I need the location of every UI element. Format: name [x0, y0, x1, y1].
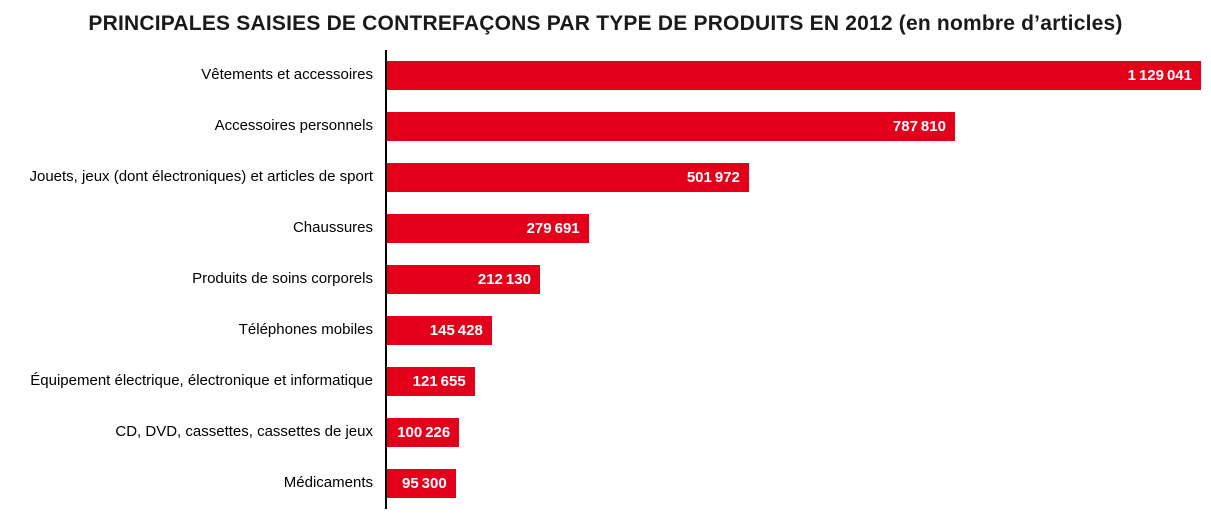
bar-area: 100 226 — [385, 407, 1211, 458]
category-label: CD, DVD, cassettes, cassettes de jeux — [115, 423, 373, 441]
bar-area: 787 810 — [385, 101, 1211, 152]
bar-row: Accessoires personnels 787 810 — [0, 101, 1211, 152]
value-label: 279 691 — [526, 220, 580, 237]
bar-area: 501 972 — [385, 152, 1211, 203]
bar-row: Téléphones mobiles 145 428 — [0, 305, 1211, 356]
chart-title: PRINCIPALES SAISIES DE CONTREFAÇONS PAR … — [88, 12, 1123, 35]
bar: 501 972 — [387, 163, 749, 192]
bar: 1 129 041 — [387, 61, 1201, 90]
bar-row: Chaussures 279 691 — [0, 203, 1211, 254]
category-label: Chaussures — [292, 219, 373, 237]
bar: 279 691 — [387, 214, 589, 243]
bar-row: Équipement électrique, électronique et i… — [0, 356, 1211, 407]
value-label: 1 129 041 — [1127, 67, 1192, 84]
value-label: 100 226 — [397, 424, 451, 441]
category-label: Équipement électrique, électronique et i… — [30, 372, 373, 390]
bar: 121 655 — [387, 367, 475, 396]
bar: 100 226 — [387, 418, 460, 447]
category-label: Médicaments — [283, 474, 373, 492]
value-label: 145 428 — [429, 322, 483, 339]
value-label: 121 655 — [412, 373, 466, 390]
value-label: 212 130 — [477, 271, 531, 288]
bar-row: Vêtements et accessoires 1 129 041 — [0, 50, 1211, 101]
chart-rows: Vêtements et accessoires 1 129 041 Accesso… — [0, 50, 1211, 509]
category-label: Téléphones mobiles — [238, 321, 373, 339]
value-label: 95 300 — [401, 475, 447, 492]
bar-row: CD, DVD, cassettes, cassettes de jeux 100… — [0, 407, 1211, 458]
value-label: 787 810 — [892, 118, 946, 135]
bar: 145 428 — [387, 316, 492, 345]
bar-area: 1 129 041 — [385, 50, 1211, 101]
bar-area: 121 655 — [385, 356, 1211, 407]
bar-area: 145 428 — [385, 305, 1211, 356]
category-label: Jouets, jeux (dont électroniques) et art… — [29, 168, 373, 186]
category-label: Accessoires personnels — [214, 117, 373, 135]
category-label: Produits de soins corporels — [192, 270, 373, 288]
bar: 787 810 — [387, 112, 955, 141]
category-label: Vêtements et accessoires — [201, 66, 373, 84]
bar-area: 212 130 — [385, 254, 1211, 305]
bar-area: 95 300 — [385, 458, 1211, 509]
bar-area: 279 691 — [385, 203, 1211, 254]
bar-row: Jouets, jeux (dont électroniques) et art… — [0, 152, 1211, 203]
bar: 95 300 — [387, 469, 456, 498]
bar-row: Produits de soins corporels 212 130 — [0, 254, 1211, 305]
value-label: 501 972 — [686, 169, 740, 186]
bar: 212 130 — [387, 265, 540, 294]
bar-row: Médicaments 95 300 — [0, 458, 1211, 509]
